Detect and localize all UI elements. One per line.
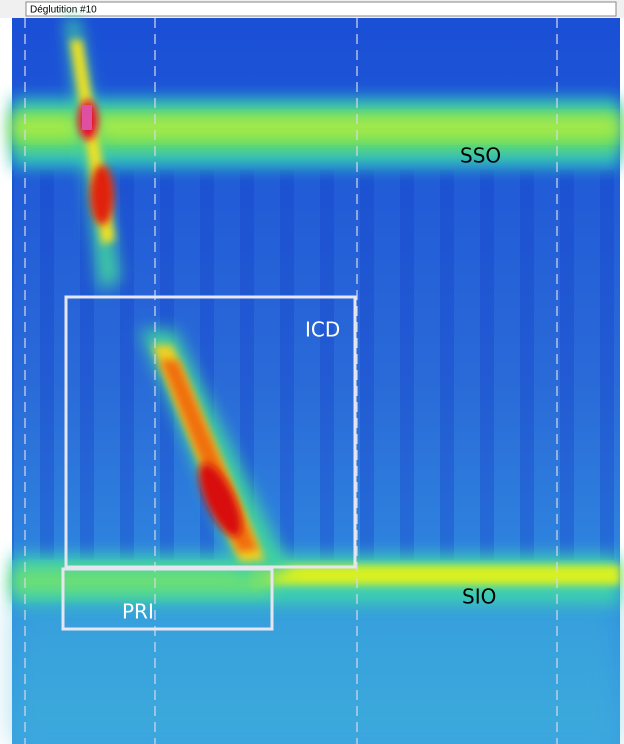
title: Déglutition #10: [30, 5, 97, 16]
title-field: [25, 1, 617, 17]
sso-label: SSO: [460, 144, 501, 168]
sio-band: [250, 565, 620, 585]
pri-label: PRI: [122, 600, 154, 624]
pri-box: [61, 567, 274, 631]
icd-label: ICD: [305, 318, 340, 342]
streak-lower-peak: [198, 463, 242, 537]
streak-upper-peak: [90, 165, 114, 225]
guides: [24, 18, 558, 744]
sso-band-core: [12, 118, 620, 136]
lower-field: [12, 600, 620, 744]
sio-band-left: [12, 570, 272, 592]
icd-box: [64, 295, 357, 569]
sio-label: SIO: [462, 585, 496, 609]
streak-upper-max: [82, 105, 92, 130]
